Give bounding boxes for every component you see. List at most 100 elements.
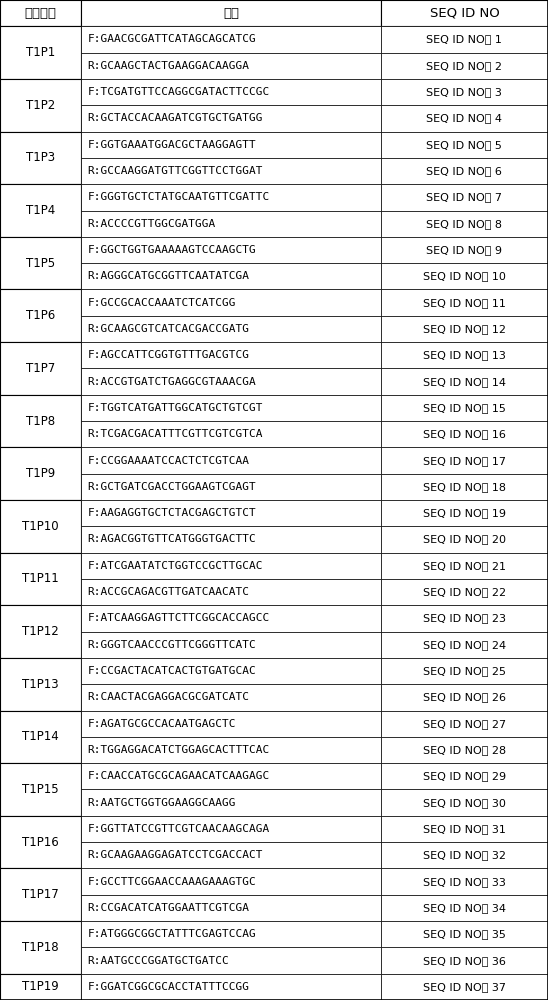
Text: T1P16: T1P16: [22, 836, 59, 849]
Bar: [0, 342, 81, 395]
Bar: [381, 553, 548, 579]
Bar: [81, 921, 381, 947]
Bar: [0, 605, 81, 658]
Text: F:GGTGAAATGGACGCTAAGGAGTT: F:GGTGAAATGGACGCTAAGGAGTT: [88, 140, 256, 150]
Text: F:TCGATGTTCCAGGCGATACTTCCGC: F:TCGATGTTCCAGGCGATACTTCCGC: [88, 87, 270, 97]
Bar: [0, 711, 81, 763]
Text: R:TGGAGGACATCTGGAGCACTTTCAC: R:TGGAGGACATCTGGAGCACTTTCAC: [88, 745, 270, 755]
Text: F:GGGTGCTCTATGCAATGTTCGATTC: F:GGGTGCTCTATGCAATGTTCGATTC: [88, 192, 270, 202]
Bar: [0, 79, 81, 132]
Bar: [381, 26, 548, 53]
Bar: [381, 605, 548, 632]
Text: SEQ ID NO： 23: SEQ ID NO： 23: [423, 613, 506, 623]
Text: SEQ ID NO： 18: SEQ ID NO： 18: [423, 482, 506, 492]
Text: F:GCCTTCGGAACCAAAGAAAGTGC: F:GCCTTCGGAACCAAAGAAAGTGC: [88, 877, 256, 887]
Text: SEQ ID NO： 12: SEQ ID NO： 12: [423, 324, 506, 334]
Bar: [81, 211, 381, 237]
Text: F:CCGACTACATCACTGTGATGCAC: F:CCGACTACATCACTGTGATGCAC: [88, 666, 256, 676]
Bar: [0, 26, 81, 79]
Text: T1P6: T1P6: [26, 309, 55, 322]
Text: F:AGCCATTCGGTGTTTGACGTCG: F:AGCCATTCGGTGTTTGACGTCG: [88, 350, 250, 360]
Bar: [81, 816, 381, 842]
Text: SEQ ID NO： 14: SEQ ID NO： 14: [423, 377, 506, 387]
Text: R:AGACGGTGTTCATGGGTGACTTC: R:AGACGGTGTTCATGGGTGACTTC: [88, 534, 256, 544]
Bar: [81, 526, 381, 553]
Text: SEQ ID NO： 3: SEQ ID NO： 3: [426, 87, 503, 97]
Bar: [81, 711, 381, 737]
Bar: [381, 211, 548, 237]
Bar: [381, 79, 548, 105]
Bar: [381, 895, 548, 921]
Bar: [381, 237, 548, 263]
Text: T1P12: T1P12: [22, 625, 59, 638]
Bar: [0, 553, 81, 605]
Bar: [81, 132, 381, 158]
Bar: [381, 184, 548, 211]
Bar: [81, 263, 381, 289]
Text: T1P14: T1P14: [22, 730, 59, 743]
Bar: [381, 447, 548, 474]
Text: R:GCAAGCGTCATCACGACCGATG: R:GCAAGCGTCATCACGACCGATG: [88, 324, 250, 334]
Bar: [381, 947, 548, 974]
Bar: [81, 158, 381, 184]
Text: SEQ ID NO： 2: SEQ ID NO： 2: [426, 61, 503, 71]
Text: F:CCGGAAAATCCACTCTCGTCAA: F:CCGGAAAATCCACTCTCGTCAA: [88, 456, 250, 466]
Text: T1P7: T1P7: [26, 362, 55, 375]
Bar: [81, 579, 381, 605]
Bar: [81, 474, 381, 500]
Bar: [0, 868, 81, 921]
Bar: [381, 132, 548, 158]
Bar: [381, 632, 548, 658]
Bar: [381, 974, 548, 1000]
Text: R:GCCAAGGATGTTCGGTTCCTGGAT: R:GCCAAGGATGTTCGGTTCCTGGAT: [88, 166, 263, 176]
Text: SEQ ID NO： 10: SEQ ID NO： 10: [423, 271, 506, 281]
Text: SEQ ID NO： 34: SEQ ID NO： 34: [423, 903, 506, 913]
Bar: [381, 316, 548, 342]
Text: F:GGATCGGCGCACCTATTTCCGG: F:GGATCGGCGCACCTATTTCCGG: [88, 982, 250, 992]
Bar: [81, 868, 381, 895]
Bar: [0, 184, 81, 237]
Bar: [81, 26, 381, 53]
Bar: [81, 421, 381, 447]
Bar: [381, 105, 548, 132]
Text: R:ACCGTGATCTGAGGCGTAAACGA: R:ACCGTGATCTGAGGCGTAAACGA: [88, 377, 256, 387]
Text: R:AATGCCCGGATGCTGATCC: R:AATGCCCGGATGCTGATCC: [88, 956, 230, 966]
Text: T1P3: T1P3: [26, 151, 55, 164]
Text: SEQ ID NO： 7: SEQ ID NO： 7: [426, 192, 503, 202]
Text: SEQ ID NO： 28: SEQ ID NO： 28: [423, 745, 506, 755]
Text: SEQ ID NO： 22: SEQ ID NO： 22: [423, 587, 506, 597]
Bar: [0, 763, 81, 816]
Bar: [81, 0, 381, 26]
Bar: [381, 158, 548, 184]
Text: R:CAACTACGAGGACGCGATCATC: R:CAACTACGAGGACGCGATCATC: [88, 692, 250, 702]
Bar: [381, 789, 548, 816]
Bar: [381, 0, 548, 26]
Bar: [381, 658, 548, 684]
Text: SEQ ID NO： 4: SEQ ID NO： 4: [426, 113, 503, 123]
Bar: [81, 395, 381, 421]
Text: R:CCGACATCATGGAATTCGTCGA: R:CCGACATCATGGAATTCGTCGA: [88, 903, 250, 913]
Bar: [81, 342, 381, 368]
Text: F:GGTTATCCGTTCGTCAACAAGCAGA: F:GGTTATCCGTTCGTCAACAAGCAGA: [88, 824, 270, 834]
Bar: [381, 395, 548, 421]
Text: SEQ ID NO： 33: SEQ ID NO： 33: [423, 877, 506, 887]
Bar: [0, 237, 81, 289]
Text: SEQ ID NO: SEQ ID NO: [430, 7, 499, 20]
Bar: [81, 632, 381, 658]
Bar: [81, 316, 381, 342]
Bar: [0, 974, 81, 1000]
Bar: [381, 868, 548, 895]
Text: F:GGCTGGTGAAAAAGTCCAAGCTG: F:GGCTGGTGAAAAAGTCCAAGCTG: [88, 245, 256, 255]
Bar: [0, 921, 81, 974]
Bar: [81, 947, 381, 974]
Text: R:GCAAGCTACTGAAGGACAAGGA: R:GCAAGCTACTGAAGGACAAGGA: [88, 61, 250, 71]
Bar: [81, 605, 381, 632]
Bar: [381, 816, 548, 842]
Text: SEQ ID NO： 29: SEQ ID NO： 29: [423, 771, 506, 781]
Bar: [381, 763, 548, 789]
Text: SEQ ID NO： 5: SEQ ID NO： 5: [426, 140, 503, 150]
Text: R:GGGTCAACCCGTTCGGGTTCATC: R:GGGTCAACCCGTTCGGGTTCATC: [88, 640, 256, 650]
Bar: [381, 737, 548, 763]
Bar: [381, 421, 548, 447]
Text: T1P5: T1P5: [26, 257, 55, 270]
